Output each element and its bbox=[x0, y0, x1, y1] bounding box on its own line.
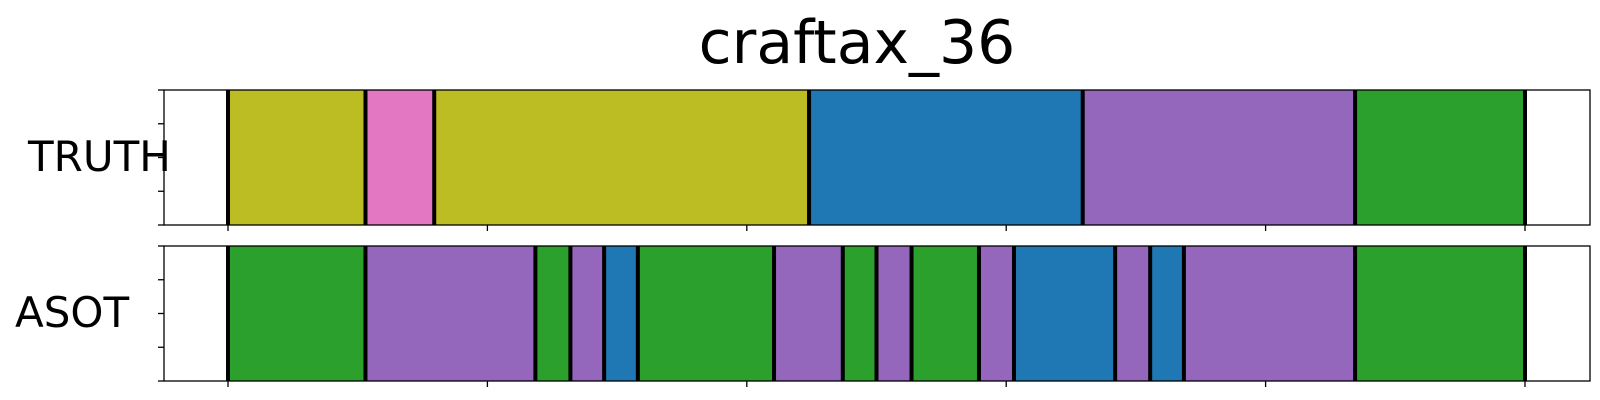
segment-green bbox=[535, 246, 571, 381]
segment-olive bbox=[228, 90, 366, 225]
segment-olive bbox=[434, 90, 810, 225]
segment-green bbox=[911, 246, 979, 381]
segment-blue bbox=[604, 246, 638, 381]
segment-blue bbox=[1013, 246, 1116, 381]
segment-purple bbox=[1183, 246, 1356, 381]
row-label: TRUTH bbox=[27, 132, 171, 181]
segment-green bbox=[1355, 90, 1525, 225]
segment-pink bbox=[365, 90, 435, 225]
segment-green bbox=[228, 246, 366, 381]
segment-purple bbox=[1115, 246, 1151, 381]
segment-purple bbox=[365, 246, 536, 381]
rows-layer: TRUTH ASOT bbox=[15, 89, 1591, 387]
segment-purple bbox=[570, 246, 605, 381]
segment-purple bbox=[876, 246, 912, 381]
segment-green bbox=[842, 246, 877, 381]
segment-purple bbox=[978, 246, 1014, 381]
chart-title: craftax_36 bbox=[699, 8, 1016, 78]
segment-blue bbox=[809, 90, 1083, 225]
segment-blue bbox=[1150, 246, 1184, 381]
segment-purple bbox=[1082, 90, 1356, 225]
segment-green bbox=[1355, 246, 1525, 381]
row-asot: ASOT bbox=[15, 245, 1591, 387]
segment-green bbox=[637, 246, 775, 381]
row-label: ASOT bbox=[15, 288, 129, 337]
segment-purple bbox=[774, 246, 843, 381]
row-truth: TRUTH bbox=[27, 89, 1591, 231]
